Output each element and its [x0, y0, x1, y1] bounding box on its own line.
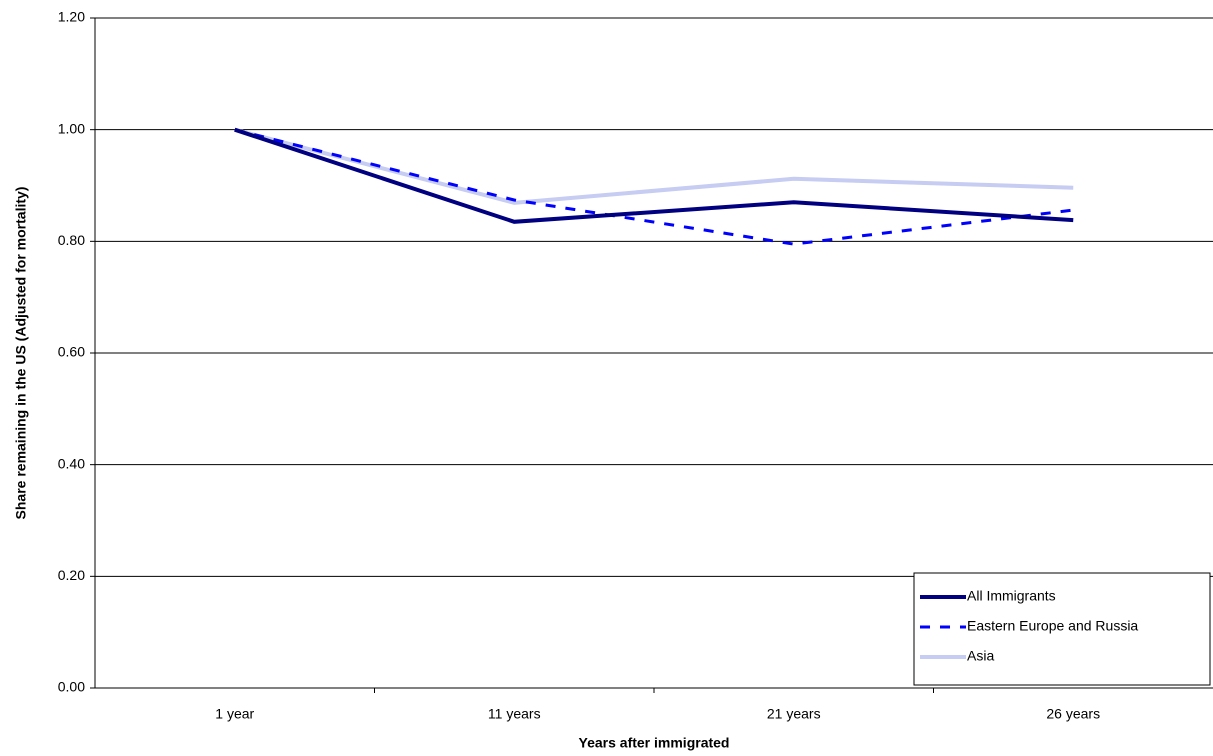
y-tick-label: 0.60	[58, 344, 85, 360]
y-tick-label: 1.20	[58, 9, 85, 25]
legend-label: All Immigrants	[967, 588, 1056, 604]
x-tick-label: 21 years	[767, 706, 821, 722]
y-tick-label: 0.80	[58, 232, 85, 248]
legend-label: Asia	[967, 648, 994, 664]
y-tick-label: 1.00	[58, 120, 85, 136]
x-axis-label: Years after immigrated	[579, 735, 730, 751]
y-axis-label: Share remaining in the US (Adjusted for …	[13, 187, 29, 520]
legend-label: Eastern Europe and Russia	[967, 618, 1138, 634]
legend-box	[913, 572, 1211, 686]
x-tick-label: 11 years	[488, 706, 541, 722]
y-tick-label: 0.40	[58, 455, 85, 471]
series-line	[234, 128, 1074, 246]
x-tick-label: 1 year	[215, 706, 254, 722]
series-line	[234, 127, 1074, 205]
x-tick-label: 26 years	[1046, 706, 1100, 722]
y-tick-label: 0.20	[58, 567, 85, 583]
y-tick-label: 0.00	[58, 679, 85, 695]
series-line	[234, 127, 1074, 224]
